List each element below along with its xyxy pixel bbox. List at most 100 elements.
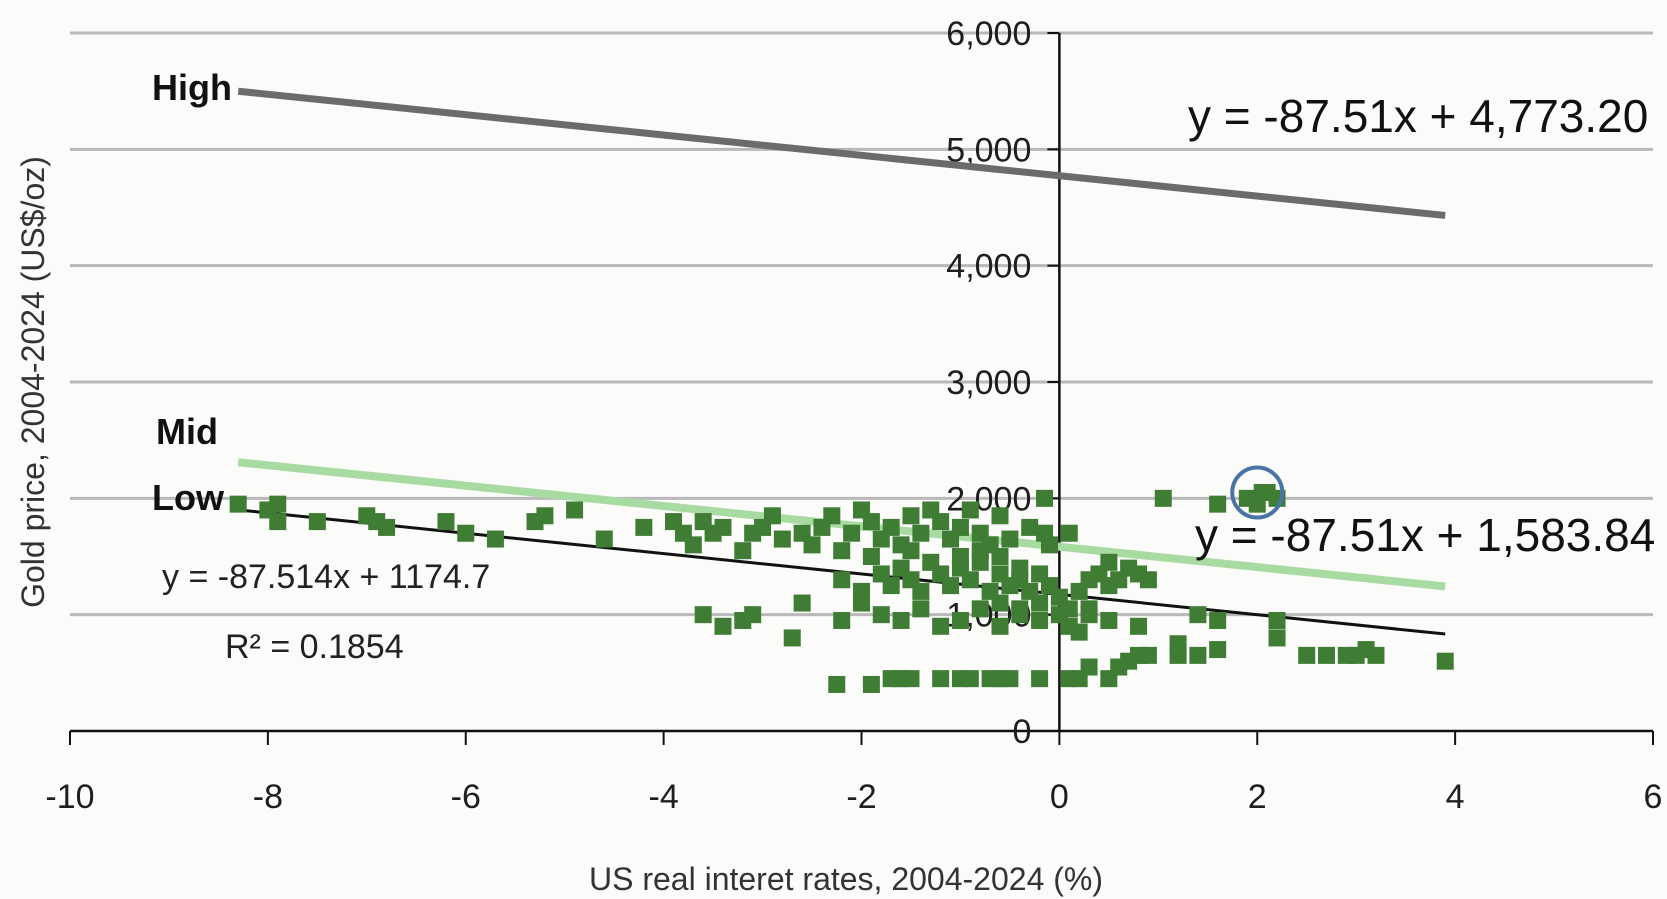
y-axis-title: Gold price, 2004-2024 (US$/oz) — [15, 156, 51, 608]
scatter-point — [1169, 635, 1187, 653]
scatter-point — [882, 518, 900, 536]
scatter-point — [1268, 629, 1286, 647]
scatter-point — [961, 501, 979, 519]
y-tick-label-4000: 4,000 — [946, 248, 1031, 286]
scatter-point — [1268, 611, 1286, 629]
scatter-point — [1070, 623, 1088, 641]
scatter-point — [457, 524, 475, 542]
scatter-point — [892, 611, 910, 629]
scatter-point — [951, 518, 969, 536]
scatter-point — [971, 600, 989, 618]
scatter-point — [269, 495, 287, 513]
scatter-point — [853, 594, 870, 612]
scatter-point — [991, 594, 1009, 612]
scatter-point — [833, 611, 851, 629]
scatter-point — [566, 501, 584, 519]
scatter-point — [932, 617, 950, 635]
scatter-point — [635, 518, 653, 536]
x-tick-label--2: -2 — [846, 778, 876, 816]
scatter-point — [1100, 611, 1118, 629]
scatter-point — [714, 518, 732, 536]
scatter-point — [1209, 641, 1227, 659]
x-tick-label-2: 2 — [1248, 778, 1267, 816]
scatter-point — [902, 542, 920, 560]
scatter-point — [1209, 495, 1227, 513]
scatter-point — [872, 606, 890, 624]
scatter-point — [714, 617, 732, 635]
scatter-point — [823, 507, 841, 525]
scatter-point — [1436, 652, 1454, 670]
scatter-point — [1001, 670, 1019, 688]
scatter-point — [1298, 646, 1316, 664]
scatter-point — [1036, 489, 1054, 507]
x-tick-labels: -10 -8 -6 -4 -2 0 2 4 6 — [45, 778, 1662, 816]
scatter-point — [1036, 524, 1054, 542]
scatter-point — [1011, 606, 1029, 624]
scatter-point — [912, 582, 930, 600]
y-tick-label-0: 0 — [1012, 713, 1031, 751]
scatter-point — [862, 513, 880, 531]
scatter-point — [229, 495, 247, 513]
scatter-point — [991, 548, 1009, 565]
scatter-point — [991, 507, 1009, 525]
x-tick-label--10: -10 — [45, 778, 94, 816]
scatter-point — [486, 530, 504, 548]
trend-line-high — [237, 87, 1446, 219]
band-label-mid: Mid — [156, 411, 218, 452]
low-r-squared: R² = 0.1854 — [225, 628, 404, 666]
scatter-point — [1130, 617, 1148, 635]
scatter-point — [793, 594, 811, 612]
scatter-point — [437, 513, 455, 531]
y-tick-label-6000: 6,000 — [946, 15, 1031, 53]
scatter-point — [862, 548, 880, 565]
scatter-point — [684, 536, 702, 554]
scatter-point — [308, 513, 326, 531]
scatter-point — [1154, 489, 1172, 507]
mid-equation: y = -87.51x + 1,583.84 — [1195, 509, 1655, 561]
band-label-low: Low — [152, 477, 225, 518]
scatter-point — [1189, 606, 1207, 624]
scatter-point — [378, 518, 396, 536]
scatter-point — [694, 606, 712, 624]
scatter-point — [1031, 594, 1049, 612]
scatter-point — [1031, 611, 1049, 629]
scatter-point — [1080, 600, 1098, 618]
scatter-point — [269, 513, 287, 531]
scatter-point — [1189, 646, 1207, 664]
high-equation: y = -87.51x + 4,773.20 — [1188, 90, 1648, 142]
scatter-point — [1100, 553, 1118, 571]
highlight-circle — [1230, 465, 1285, 520]
x-tick-label--6: -6 — [451, 778, 481, 816]
scatter-point — [1139, 571, 1157, 589]
scatter-point — [961, 670, 979, 688]
scatter-point — [1060, 524, 1078, 542]
scatter-point — [1209, 611, 1227, 629]
x-axis-title: US real interet rates, 2004-2024 (%) — [589, 861, 1103, 897]
scatter-point — [843, 524, 861, 542]
scatter-point — [961, 571, 979, 589]
highlight-marker — [1230, 465, 1285, 520]
scatter-point — [942, 577, 960, 595]
scatter-point — [862, 675, 880, 693]
scatter-point — [951, 611, 969, 629]
scatter-point — [932, 670, 950, 688]
scatter-point — [932, 513, 950, 531]
scatter-point — [773, 530, 791, 548]
scatter-point — [1367, 646, 1385, 664]
band-label-high: High — [152, 67, 232, 108]
y-tick-label-3000: 3,000 — [946, 364, 1031, 402]
trend-line-mid — [237, 458, 1446, 591]
low-equation: y = -87.514x + 1174.7 — [162, 558, 490, 596]
scatter-point — [912, 600, 930, 618]
horizontal-gridlines — [70, 31, 1653, 617]
scatter-point — [1021, 518, 1039, 536]
scatter-point — [971, 542, 989, 560]
y-tick-label-2000: 2,000 — [946, 480, 1031, 518]
x-tick-label-0: 0 — [1050, 778, 1069, 816]
scatter-point — [1080, 658, 1098, 676]
scatter-point — [902, 507, 920, 525]
scatter-points — [229, 484, 1454, 693]
x-tick-label--8: -8 — [253, 778, 283, 816]
